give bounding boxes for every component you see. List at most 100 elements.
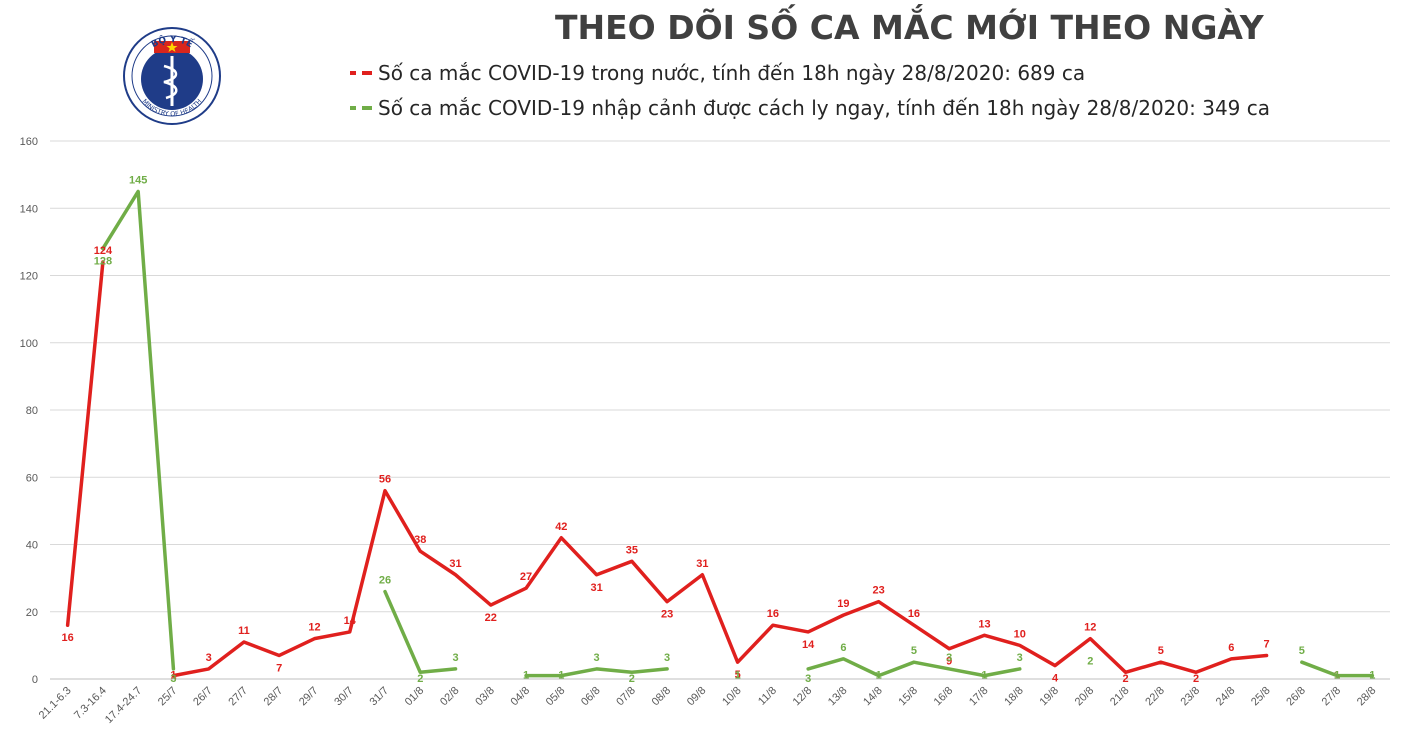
data-label: 56: [379, 474, 391, 486]
x-tick-label: 17/8: [967, 685, 991, 709]
data-label: 2: [417, 673, 423, 685]
x-tick-label: 25/7: [156, 685, 180, 709]
y-tick-label: 60: [26, 472, 38, 484]
series-line-imported: [524, 667, 669, 678]
data-label: 14: [344, 615, 357, 627]
y-tick-label: 80: [26, 405, 38, 417]
x-tick-label: 23/8: [1179, 685, 1203, 709]
data-label: 22: [485, 612, 497, 624]
data-label: 5: [911, 645, 917, 657]
y-axis: 0 20 40 60 80 100 120 140 160: [20, 136, 38, 686]
data-label: 5: [735, 669, 741, 681]
x-tick-label: 21/8: [1108, 685, 1132, 709]
chart-series: [65, 189, 1375, 678]
x-tick-label: 01/8: [403, 685, 427, 709]
y-tick-label: 0: [32, 674, 38, 686]
data-label: 16: [767, 608, 779, 620]
x-tick-label: 17.4-24.7: [103, 685, 144, 726]
x-tick-label: 02/8: [438, 685, 462, 709]
x-tick-label: 13/8: [826, 685, 850, 709]
x-tick-label: 12/8: [791, 685, 815, 709]
x-tick-label: 27/7: [226, 685, 250, 709]
x-tick-label: 25/8: [1249, 685, 1273, 709]
data-label: 4: [1052, 673, 1059, 685]
x-tick-label: 15/8: [896, 685, 920, 709]
x-tick-label: 14/8: [861, 685, 885, 709]
x-tick-label: 11/8: [756, 685, 779, 708]
x-tick-label: 21.1-6.3: [37, 685, 74, 722]
chart-title: THEO DÕI SỐ CA MẮC MỚI THEO NGÀY: [555, 8, 1264, 47]
data-label: 1: [981, 670, 987, 682]
x-tick-label: 06/8: [579, 685, 603, 709]
data-label: 1: [876, 670, 882, 682]
data-label: 2: [1193, 673, 1199, 685]
x-axis: 21.1-6.37.3-16.417.4-24.7 25/7 26/7 27/7 28/…: [37, 685, 1379, 726]
legend-label-domestic: Số ca mắc COVID-19 trong nước, tính đến …: [378, 61, 1086, 85]
series-line-imported: [101, 189, 176, 671]
x-tick-label: 09/8: [685, 685, 709, 709]
data-label: 1: [523, 670, 529, 682]
data-label: 1: [170, 670, 176, 682]
data-label: 2: [629, 673, 635, 685]
data-label: 42: [555, 521, 567, 533]
x-tick-label: 26/7: [191, 685, 215, 709]
legend-label-imported: Số ca mắc COVID-19 nhập cảnh được cách l…: [378, 96, 1271, 120]
data-label: 26: [379, 575, 391, 587]
x-tick-label: 05/8: [544, 685, 568, 709]
data-label: 145: [129, 174, 147, 186]
x-tick-label: 22/8: [1143, 685, 1167, 709]
x-tick-label: 18/8: [1002, 685, 1026, 709]
x-tick-label: 31/7: [367, 685, 391, 709]
data-label: 3: [206, 652, 212, 664]
x-tick-label: 24/8: [1214, 685, 1238, 709]
data-label: 2: [1087, 655, 1093, 667]
data-label: 1: [735, 670, 741, 682]
data-label: 3: [664, 652, 670, 664]
x-tick-label: 29/7: [297, 685, 321, 709]
data-label: 3: [1017, 652, 1023, 664]
x-tick-label: 16/8: [932, 685, 956, 709]
data-label: 13: [978, 618, 990, 630]
ministry-of-health-logo: BỘ Y TẾ MINISTRY OF HEALTH: [123, 27, 221, 125]
legend-swatch-domestic: [350, 66, 376, 80]
x-tick-label: 27/8: [1320, 685, 1344, 709]
data-label: 31: [449, 558, 461, 570]
data-label: 31: [696, 558, 708, 570]
x-tick-label: 10/8: [720, 685, 744, 709]
data-label: 1: [1369, 670, 1375, 682]
x-tick-label: 07/8: [614, 685, 638, 709]
data-label: 1: [558, 670, 564, 682]
data-label: 1: [1334, 670, 1340, 682]
y-tick-label: 120: [20, 271, 38, 283]
series-line-domestic: [171, 488, 1269, 678]
data-label: 3: [170, 673, 176, 685]
data-label: 23: [873, 585, 885, 597]
legend-item-imported: Số ca mắc COVID-19 nhập cảnh được cách l…: [350, 96, 1270, 120]
data-label: 3: [805, 673, 811, 685]
x-tick-label: 28/7: [262, 685, 286, 709]
x-tick-label: 04/8: [509, 685, 533, 709]
legend-swatch-imported: [350, 101, 376, 115]
data-label: 12: [1084, 622, 1096, 634]
logo-top-text: BỘ Y TẾ: [150, 34, 196, 50]
svg-text:BỘ Y TẾ: BỘ Y TẾ: [150, 34, 196, 50]
data-label: 3: [452, 652, 458, 664]
data-label: 124: [94, 245, 113, 257]
series-line-imported: [1300, 660, 1375, 678]
x-tick-label: 19/8: [1037, 685, 1061, 709]
data-label: 6: [1228, 642, 1234, 654]
x-tick-label: 20/8: [1073, 685, 1097, 709]
data-label: 7: [276, 662, 282, 674]
data-label: 19: [837, 598, 849, 610]
x-tick-label: 03/8: [473, 685, 497, 709]
data-label: 35: [626, 544, 638, 556]
data-label: 14: [802, 639, 815, 651]
data-label: 16: [908, 608, 920, 620]
x-tick-label: 08/8: [650, 685, 674, 709]
data-label: 1: [1334, 670, 1340, 682]
chart-gridlines: [50, 140, 1390, 680]
data-label: 5: [1299, 645, 1305, 657]
x-tick-label: 30/7: [332, 685, 356, 709]
series-line-imported: [383, 589, 458, 675]
